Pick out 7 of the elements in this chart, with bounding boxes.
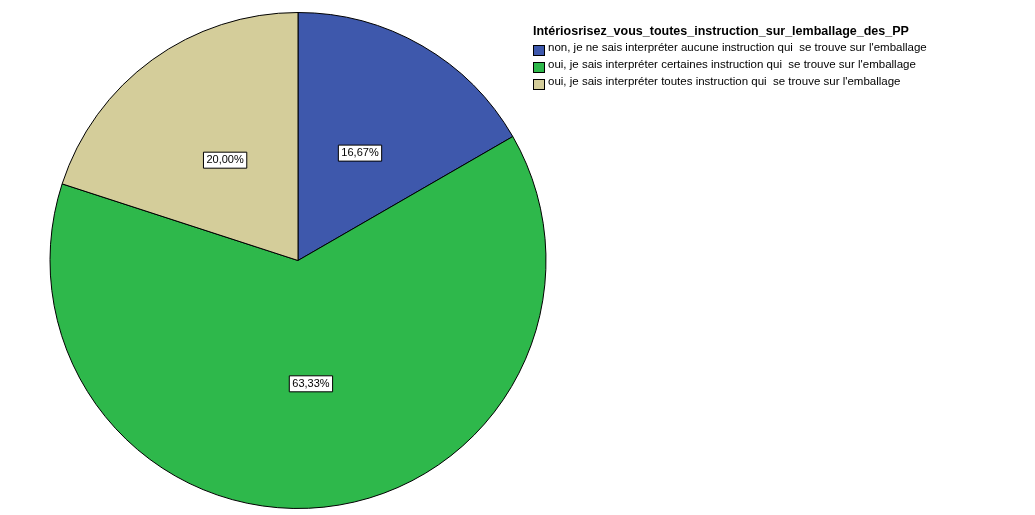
data-label: 63,33% — [292, 376, 330, 389]
legend-title: Intériosrisez_vous_toutes_instruction_sur_lemballage_des_PP — [533, 24, 910, 38]
data-label: 16,67% — [341, 146, 379, 159]
legend-label: non, je ne sais interpréter aucune instruction qui se trouve sur l'emballage — [548, 41, 927, 53]
legend-label: oui, je sais interpréter certaines instruction qui se trouve sur l'emballage — [548, 58, 916, 70]
data-label: 20,00% — [206, 153, 244, 166]
legend-label: oui, je sais interpréter toutes instruction qui se trouve sur l'emballage — [548, 75, 901, 87]
